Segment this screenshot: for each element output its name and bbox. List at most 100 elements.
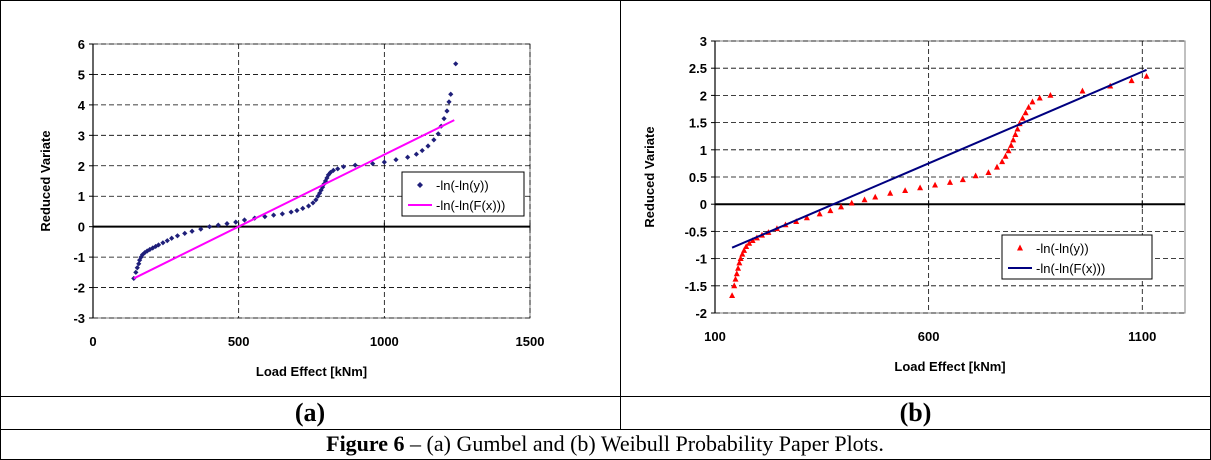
chart-a-data-point [413, 151, 419, 157]
chart-b-ytick-label: 2.5 [689, 61, 707, 76]
chart-b-data-point [959, 176, 966, 183]
row-divider-top [0, 396, 1210, 397]
chart-a-gumbel: -3 -2 -1 0 1 2 3 4 5 6 0 500 1000 1500 Load Effect [kN… [38, 37, 545, 379]
chart-a-data-point [425, 143, 431, 149]
chart-b-weibull: -2 -1.5 -1 -0.5 0 0.5 1 1.5 2 2.5 3 100 600 1100 Load … [642, 34, 1186, 374]
chart-a-ytick-label: 2 [78, 159, 85, 174]
chart-b-data-point [1008, 142, 1015, 148]
chart-a-ytick-label: -2 [73, 281, 85, 296]
chart-a-data-point [335, 166, 341, 172]
chart-a-data-point [137, 257, 143, 263]
chart-b-legend-label: -ln(-ln(F(x))) [1036, 261, 1105, 276]
chart-a-data-point [435, 131, 441, 137]
chart-b-ytick-label: 2 [700, 88, 707, 103]
chart-b-data-point [1005, 147, 1012, 154]
chart-a-ytick-label: 4 [78, 98, 86, 113]
chart-b-legend-marker-swatch [1017, 244, 1023, 251]
chart-b-legend-label: -ln(-ln(y)) [1036, 241, 1089, 256]
chart-b-fit-line [731, 68, 1147, 249]
chart-b-data-point [1143, 72, 1150, 79]
chart-a-xtick-label: 1000 [370, 334, 399, 349]
chart-b-ytick-label: -1 [695, 252, 707, 267]
chart-a-data-point [198, 226, 204, 232]
chart-b-ytick-label: 3 [700, 34, 707, 49]
chart-a-data-point [174, 233, 181, 239]
column-divider [620, 0, 621, 430]
chart-a-xtick-label: 500 [228, 334, 250, 349]
chart-a-data-point [160, 240, 166, 246]
chart-a-data-point [448, 91, 454, 97]
chart-a-data-point [189, 228, 195, 234]
chart-a-data-point [393, 157, 399, 163]
chart-b-data-point [731, 282, 738, 289]
chart-b-data-point [1047, 92, 1054, 98]
chart-b-data-point [1036, 94, 1043, 101]
chart-b-data-point [736, 259, 743, 266]
chart-a-data-point [206, 224, 213, 230]
chart-b-data-point [1079, 87, 1086, 94]
caption-figure-number: Figure 6 [326, 431, 405, 456]
chart-a-data-point [136, 261, 142, 267]
chart-a-data-point [370, 161, 376, 167]
chart-b-data-point [848, 199, 855, 206]
chart-a-data-point [313, 197, 319, 203]
chart-a-data-point [352, 162, 358, 168]
chart-a-ytick-label: -1 [73, 250, 85, 265]
chart-a-data-point [315, 193, 321, 199]
chart-b-ytick-label: -1.5 [685, 279, 707, 294]
chart-a-data-point [133, 269, 139, 275]
chart-a-ytick-label: 0 [78, 220, 85, 235]
chart-b-ytick-label: -0.5 [685, 224, 707, 239]
caption-text: – (a) Gumbel and (b) Weibull Probability… [404, 431, 884, 456]
chart-b-data-point [737, 255, 744, 261]
chart-a-ytick-label: -3 [73, 311, 85, 326]
chart-a-data-point [444, 108, 450, 114]
chart-a-data-point [419, 147, 425, 154]
chart-b-data-point [729, 292, 736, 298]
chart-b-data-point [947, 179, 953, 185]
chart-b-y-axis-title: Reduced Variate [642, 126, 657, 227]
chart-b-xtick-label: 100 [704, 329, 726, 344]
chart-a-legend-label: -ln(-ln(F(x))) [436, 198, 505, 213]
chart-a-data-point [182, 230, 188, 236]
chart-b-data-point [733, 270, 740, 277]
chart-a-data-point [169, 235, 175, 241]
chart-a-data-point [294, 207, 300, 214]
chart-a-data-point [381, 159, 387, 165]
chart-b-data-point [749, 237, 756, 244]
chart-b-data-point [1019, 114, 1026, 121]
chart-b-data-point [732, 275, 739, 282]
chart-b-data-point [932, 181, 939, 188]
chart-b-data-point [872, 193, 879, 200]
chart-b-ytick-label: 0.5 [689, 170, 707, 185]
chart-b-data-point [741, 247, 748, 253]
row-divider-bottom [0, 429, 1210, 430]
chart-a-data-point [305, 203, 312, 209]
chart-a-data-point [310, 200, 316, 206]
chart-a-ytick-label: 6 [78, 37, 85, 52]
subfigure-label-a: (a) [294, 398, 326, 427]
chart-a-xtick-label: 1500 [516, 334, 545, 349]
chart-a-data-point [288, 209, 294, 215]
chart-a-data-point [241, 217, 248, 223]
chart-b-ytick-label: 1.5 [689, 116, 707, 131]
chart-a-data-point [279, 211, 285, 217]
chart-b-data-point [972, 172, 979, 179]
chart-b-data-point [1010, 136, 1017, 143]
chart-b-data-point [861, 196, 868, 203]
chart-b-ytick-label: 1 [700, 143, 707, 158]
subfigure-label-b: (b) [899, 398, 932, 427]
chart-b-data-point [902, 187, 909, 193]
chart-a-ytick-label: 1 [78, 189, 85, 204]
chart-a-y-axis-title: Reduced Variate [38, 130, 53, 231]
chart-a-data-point [155, 242, 162, 248]
chart-a-data-point [224, 221, 230, 227]
chart-a-xtick-label: 0 [89, 334, 96, 349]
chart-b-data-point [999, 158, 1006, 165]
chart-b-data-point [887, 189, 894, 196]
chart-b-data-point [816, 210, 823, 217]
figure-caption: Figure 6 – (a) Gumbel and (b) Weibull Pr… [0, 430, 1210, 458]
chart-a-x-axis-title: Load Effect [kNm] [256, 364, 367, 379]
chart-b-ytick-label: 0 [700, 197, 707, 212]
chart-b-xtick-label: 1100 [1128, 329, 1156, 344]
